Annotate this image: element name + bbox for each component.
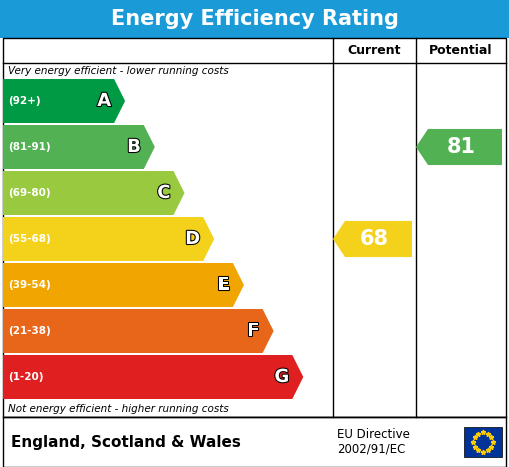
Text: (1-20): (1-20) bbox=[8, 372, 43, 382]
Polygon shape bbox=[3, 355, 303, 399]
Polygon shape bbox=[3, 171, 184, 215]
Text: Very energy efficient - lower running costs: Very energy efficient - lower running co… bbox=[8, 66, 229, 76]
Text: Potential: Potential bbox=[429, 44, 493, 57]
Text: E: E bbox=[218, 276, 230, 294]
Bar bbox=[3, 417, 506, 467]
Text: G: G bbox=[274, 368, 289, 386]
Polygon shape bbox=[333, 221, 412, 257]
Text: B: B bbox=[127, 138, 141, 156]
Text: Not energy efficient - higher running costs: Not energy efficient - higher running co… bbox=[8, 404, 229, 414]
Text: D: D bbox=[185, 230, 200, 248]
Text: (39-54): (39-54) bbox=[8, 280, 51, 290]
Polygon shape bbox=[3, 217, 214, 261]
Text: 68: 68 bbox=[360, 229, 389, 249]
Text: (69-80): (69-80) bbox=[8, 188, 50, 198]
Polygon shape bbox=[3, 263, 244, 307]
Text: A: A bbox=[97, 92, 111, 110]
Text: (92+): (92+) bbox=[8, 96, 41, 106]
Text: 81: 81 bbox=[446, 137, 475, 157]
Text: Energy Efficiency Rating: Energy Efficiency Rating bbox=[110, 9, 399, 29]
Polygon shape bbox=[3, 79, 125, 123]
Polygon shape bbox=[3, 125, 155, 169]
Text: 2002/91/EC: 2002/91/EC bbox=[337, 443, 405, 455]
Bar bbox=[3, 38, 506, 417]
Text: (21-38): (21-38) bbox=[8, 326, 51, 336]
Text: Current: Current bbox=[348, 44, 401, 57]
Text: (81-91): (81-91) bbox=[8, 142, 50, 152]
Text: F: F bbox=[247, 322, 260, 340]
Text: C: C bbox=[157, 184, 171, 202]
Polygon shape bbox=[3, 309, 274, 353]
Text: England, Scotland & Wales: England, Scotland & Wales bbox=[11, 434, 241, 450]
Text: EU Directive: EU Directive bbox=[337, 429, 410, 441]
Bar bbox=[0, 0, 509, 38]
Polygon shape bbox=[416, 129, 502, 165]
Text: (55-68): (55-68) bbox=[8, 234, 51, 244]
Bar bbox=[464, 427, 502, 457]
